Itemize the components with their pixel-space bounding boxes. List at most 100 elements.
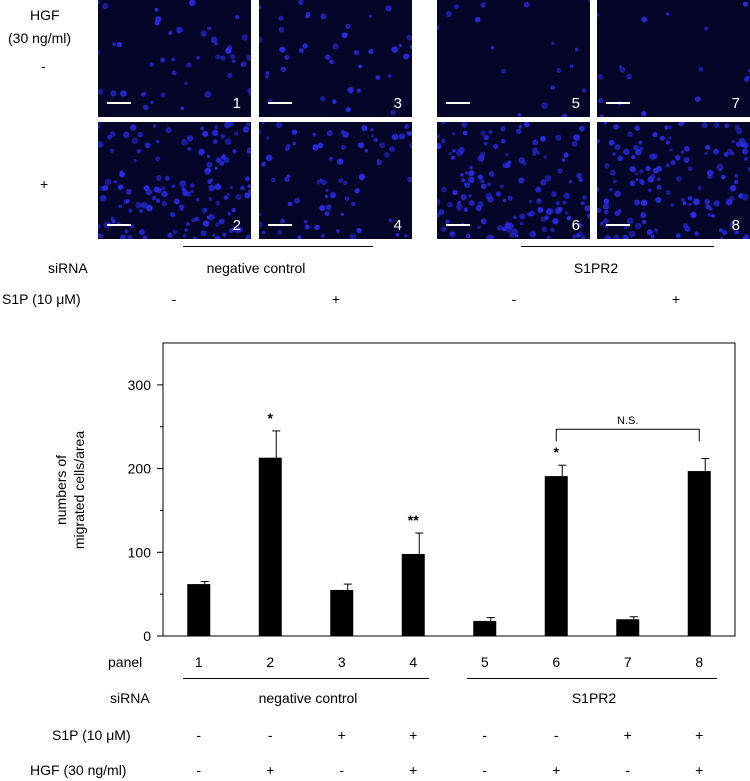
nucleus	[247, 88, 251, 94]
nucleus	[233, 131, 239, 136]
nucleus	[483, 134, 489, 141]
nucleus	[338, 177, 344, 183]
nucleus	[395, 232, 400, 237]
s1p-label: S1P (10 μM)	[2, 291, 81, 307]
nucleus	[623, 148, 630, 156]
group-name-negative-control: negative control	[258, 690, 358, 706]
nucleus	[341, 145, 346, 150]
nucleus	[477, 225, 481, 229]
nucleus	[556, 206, 563, 213]
nucleus	[609, 169, 616, 176]
nucleus	[641, 16, 647, 23]
nucleus	[437, 24, 440, 30]
nucleus	[358, 173, 366, 181]
nucleus	[640, 212, 647, 219]
nucleus	[541, 102, 548, 109]
nucleus	[297, 235, 302, 239]
scale-bar	[107, 102, 131, 104]
nucleus	[280, 66, 286, 72]
nucleus	[555, 201, 560, 206]
nucleus	[579, 125, 585, 132]
nucleus	[600, 221, 604, 226]
hgf-value: +	[552, 762, 561, 778]
nucleus	[206, 154, 211, 158]
nucleus	[669, 148, 673, 152]
nucleus	[597, 74, 604, 80]
y-tick-label: 200	[128, 461, 152, 477]
nucleus	[730, 222, 735, 227]
nucleus	[201, 207, 208, 214]
nucleus	[564, 211, 569, 215]
s1p-value: -	[171, 291, 177, 307]
nucleus	[261, 122, 265, 124]
nucleus	[468, 200, 475, 206]
nucleus	[265, 154, 273, 162]
nucleus	[246, 54, 251, 61]
nucleus	[168, 30, 173, 35]
nucleus	[460, 173, 464, 177]
nucleus	[229, 185, 233, 190]
nucleus	[463, 207, 469, 212]
nucleus	[588, 0, 590, 3]
nucleus	[194, 216, 200, 222]
nucleus	[619, 67, 626, 73]
nucleus	[232, 149, 237, 154]
nucleus	[611, 151, 617, 157]
nucleus	[277, 230, 282, 235]
nucleus	[688, 202, 692, 207]
nucleus	[450, 155, 456, 160]
nucleus	[713, 200, 720, 207]
scale-bar	[107, 224, 131, 226]
nucleus	[244, 176, 250, 182]
nucleus	[190, 189, 194, 193]
nucleus	[464, 171, 469, 175]
nucleus	[713, 148, 719, 155]
nucleus	[179, 180, 187, 187]
s1p-value: +	[337, 727, 346, 743]
s1p-value: +	[671, 291, 681, 307]
nucleus	[488, 171, 495, 177]
nucleus	[160, 92, 166, 98]
nucleus	[220, 134, 225, 139]
nucleus	[513, 215, 517, 220]
panel-number: 4	[409, 654, 418, 670]
nucleus	[190, 183, 195, 188]
nucleus	[551, 41, 555, 46]
nucleus	[375, 75, 381, 80]
nucleus	[128, 208, 133, 213]
nucleus	[638, 140, 643, 145]
nucleus	[652, 132, 658, 138]
nucleus	[324, 194, 329, 198]
nucleus	[109, 131, 116, 137]
nucleus	[165, 127, 172, 134]
nucleus	[385, 5, 392, 12]
nucleus	[647, 188, 652, 193]
nucleus	[550, 85, 555, 90]
nucleus	[655, 196, 662, 203]
plot-frame	[162, 342, 736, 637]
panel-number: 3	[337, 654, 346, 670]
nucleus	[462, 130, 468, 136]
nucleus	[501, 68, 506, 74]
nucleus	[241, 34, 248, 41]
nucleus	[150, 100, 154, 104]
nucleus	[136, 149, 141, 154]
nucleus	[634, 125, 641, 132]
nucleus	[391, 46, 398, 53]
nucleus	[532, 147, 538, 153]
nucleus	[540, 216, 546, 222]
nucleus	[523, 1, 530, 8]
nucleus	[214, 183, 222, 191]
nucleus	[303, 220, 308, 224]
s1p-label: S1P (10 μM)	[52, 727, 131, 743]
nucleus	[561, 158, 566, 162]
nucleus	[604, 235, 611, 239]
nucleus	[650, 234, 655, 239]
nucleus	[265, 136, 270, 140]
nucleus	[698, 66, 704, 72]
nucleus	[246, 122, 251, 127]
nucleus	[259, 36, 263, 44]
nucleus	[668, 136, 672, 140]
y-tick-label: 100	[128, 544, 152, 560]
y-tick-label: 300	[128, 377, 152, 393]
